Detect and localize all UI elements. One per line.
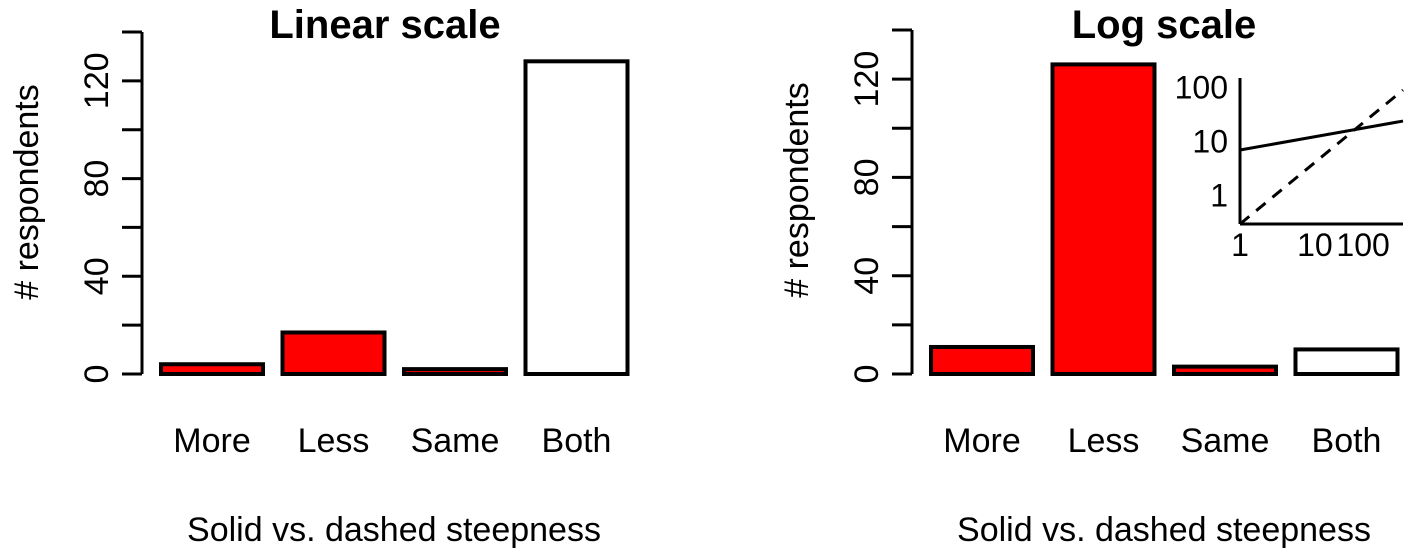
linear-x-tick-labels: More Less Same Both — [173, 422, 611, 460]
log-x-tick-label: Both — [1312, 422, 1382, 460]
linear-x-axis-label: Solid vs. dashed steepness — [187, 511, 601, 549]
log-y-tick-label: 40 — [848, 257, 886, 295]
inset-y-tick-label: 1 — [1210, 178, 1228, 214]
linear-bar-same — [402, 367, 508, 377]
linear-x-tick-label: Same — [411, 422, 500, 460]
linear-x-tick-label: Less — [298, 422, 370, 460]
linear-scale-panel: Linear scale # respondents Solid vs. das… — [8, 3, 630, 549]
linear-y-axis: 0 40 80 120 — [78, 30, 144, 384]
linear-y-tick-label: 40 — [78, 257, 116, 295]
log-x-axis-label: Solid vs. dashed steepness — [957, 511, 1371, 549]
linear-bar-both — [523, 59, 630, 376]
log-y-tick-label: 120 — [848, 51, 886, 108]
log-bar-same — [1172, 364, 1278, 376]
log-bar-both — [1293, 347, 1400, 376]
inset-x-tick-label: 100 — [1336, 227, 1389, 263]
linear-y-axis-label: # respondents — [8, 84, 46, 300]
linear-y-tick-label: 120 — [78, 52, 116, 109]
log-y-axis: 0 40 80 120 — [848, 28, 914, 384]
linear-x-tick-label: More — [173, 422, 250, 460]
log-x-tick-label: Less — [1068, 422, 1140, 460]
linear-bar-more — [159, 362, 265, 377]
linear-y-tick-label: 80 — [78, 160, 116, 198]
log-y-tick-label: 80 — [848, 159, 886, 197]
inset-x-tick-label: 1 — [1231, 227, 1249, 263]
inset-x-tick-label: 10 — [1297, 227, 1333, 263]
log-y-axis-label: # respondents — [778, 82, 816, 298]
log-bars — [929, 62, 1400, 377]
linear-bar-less — [280, 330, 387, 377]
linear-bars — [159, 59, 630, 377]
log-bar-less — [1050, 62, 1157, 377]
inset-dashed-line — [1239, 88, 1404, 226]
log-x-tick-label: Same — [1181, 422, 1270, 460]
log-x-tick-labels: More Less Same Both — [943, 422, 1381, 460]
log-scale-panel: Log scale # respondents Solid vs. dashed… — [778, 3, 1404, 549]
inset-y-tick-label: 10 — [1192, 124, 1228, 160]
log-x-tick-label: More — [943, 422, 1020, 460]
log-scale-title: Log scale — [1072, 3, 1257, 47]
linear-scale-title: Linear scale — [269, 3, 500, 47]
linear-x-tick-label: Both — [542, 422, 612, 460]
inset-solid-line — [1239, 119, 1404, 152]
linear-y-tick-label: 0 — [78, 365, 116, 384]
inset-y-tick-label: 100 — [1175, 70, 1228, 106]
log-bar-more — [929, 344, 1035, 377]
log-y-tick-label: 0 — [848, 365, 886, 384]
